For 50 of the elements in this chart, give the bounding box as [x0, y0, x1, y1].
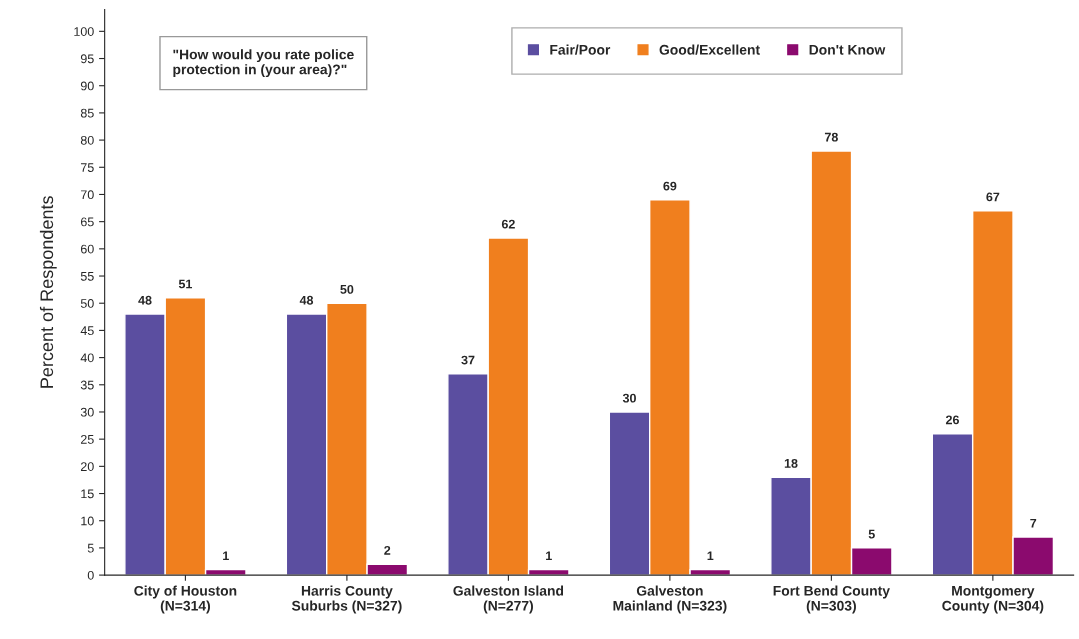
data-label: 30 [622, 393, 636, 403]
data-label: 1 [223, 551, 229, 561]
y-tick-label: 95 [80, 54, 94, 64]
data-label: 7 [1030, 518, 1037, 528]
legend-label: Don't Know [809, 45, 886, 55]
data-label: 69 [663, 181, 677, 191]
data-label: 26 [945, 415, 959, 425]
legend-label: Fair/Poor [550, 44, 611, 55]
y-tick-label: 70 [80, 190, 94, 200]
data-label: 78 [824, 132, 838, 142]
data-label: 1 [546, 551, 552, 561]
data-label: 67 [986, 192, 1000, 202]
y-tick-label: 0 [87, 570, 94, 580]
data-label: 1 [707, 551, 714, 561]
y-tick-label: 85 [80, 108, 94, 118]
y-axis-title: Percent of Respondents [39, 196, 57, 388]
y-tick-label: 80 [80, 135, 94, 145]
data-label: 50 [340, 284, 354, 294]
x-tick-label: Montgomery County (N=304) [942, 585, 1044, 614]
y-tick-label: 60 [80, 244, 94, 254]
data-label: 62 [501, 219, 515, 229]
data-label: 2 [384, 545, 391, 555]
data-label: 37 [461, 355, 475, 365]
x-tick-label: Harris County Suburbs (N=327) [291, 585, 402, 614]
x-tick-label: City of Houston (N=314) [134, 585, 237, 614]
data-label: 48 [138, 295, 152, 305]
data-label: 48 [299, 295, 314, 305]
x-tick-label: Galveston Mainland (N=323) [613, 585, 727, 614]
data-label: 51 [178, 279, 193, 289]
x-tick-label: Fort Bend County (N=303) [773, 585, 890, 614]
y-tick-label: 55 [80, 271, 94, 281]
data-label: 5 [868, 529, 875, 539]
y-tick-label: 20 [80, 462, 94, 471]
y-tick-label: 15 [81, 489, 94, 499]
x-tick-label: Galveston Island (N=277) [453, 585, 564, 614]
y-tick-label: 25 [80, 434, 94, 444]
y-tick-label: 5 [87, 543, 94, 553]
y-tick-label: 30 [80, 407, 94, 417]
y-tick-label: 100 [74, 27, 94, 36]
annotation: "How would you rate police protection in (your area)?" [173, 49, 354, 78]
y-tick-label: 65 [80, 217, 94, 227]
legend-label: Good/Excellent [659, 44, 760, 55]
y-tick-label: 35 [80, 380, 94, 390]
y-tick-label: 90 [80, 81, 94, 91]
y-tick-label: 40 [80, 353, 94, 363]
y-tick-label: 50 [80, 299, 94, 308]
y-tick-label: 10 [81, 516, 94, 526]
y-tick-label: 45 [80, 326, 94, 336]
data-label: 18 [784, 458, 798, 468]
y-tick-label: 75 [80, 163, 94, 172]
